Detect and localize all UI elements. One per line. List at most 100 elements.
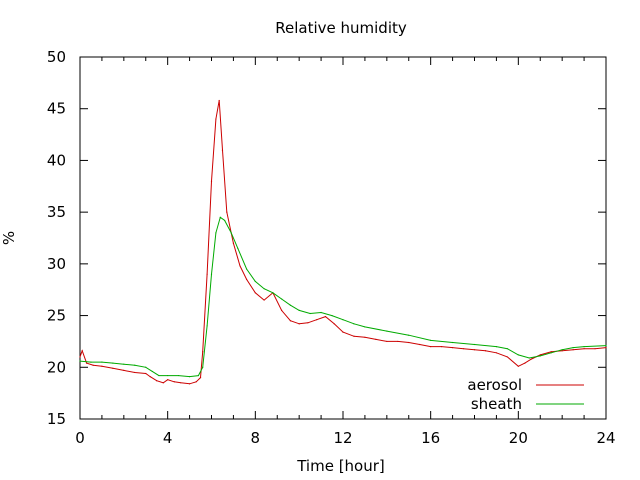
data-point-aerosol <box>605 347 607 349</box>
data-point-aerosol <box>245 278 248 280</box>
y-tick-label: 50 <box>47 48 66 66</box>
data-point-aerosol <box>221 149 224 151</box>
data-point-sheath <box>539 355 541 357</box>
series-line-sheath <box>79 216 607 378</box>
data-point-aerosol <box>473 349 476 351</box>
data-point-sheath <box>178 374 180 377</box>
data-point-aerosol <box>173 381 175 383</box>
data-point-aerosol <box>397 340 399 343</box>
data-point-sheath <box>210 273 213 275</box>
data-point-aerosol <box>79 356 81 358</box>
data-point-sheath <box>572 347 574 349</box>
data-point-sheath <box>224 219 226 222</box>
data-point-aerosol <box>145 372 147 375</box>
data-point-aerosol <box>594 348 596 350</box>
data-point-aerosol <box>199 377 202 379</box>
x-tick-label: 8 <box>251 429 261 447</box>
data-point-aerosol <box>530 358 533 360</box>
data-point-aerosol <box>92 364 94 366</box>
data-point-aerosol <box>550 351 552 353</box>
series-line-aerosol <box>79 100 607 385</box>
data-point-aerosol <box>441 346 443 348</box>
data-point-sheath <box>197 374 199 377</box>
data-point-sheath <box>158 374 160 377</box>
y-tick-label: 20 <box>47 358 66 376</box>
data-point-sheath <box>506 348 508 350</box>
data-point-sheath <box>134 364 136 366</box>
data-point-aerosol <box>123 369 125 371</box>
data-point-sheath <box>272 292 274 294</box>
data-point-sheath <box>331 314 333 317</box>
data-point-aerosol <box>101 365 103 367</box>
data-point-sheath <box>528 357 530 359</box>
y-tick-label: 40 <box>47 151 66 169</box>
data-point-aerosol <box>506 356 508 358</box>
x-tick-label: 16 <box>421 429 440 447</box>
data-point-sheath <box>167 374 169 377</box>
data-point-sheath <box>430 339 432 341</box>
axis-ticks: 0 4 8 12 16 20 24 15 20 25 30 35 40 45 50 <box>47 48 616 447</box>
data-point-sheath <box>123 363 125 365</box>
chart-title: Relative humidity <box>275 19 407 37</box>
data-point-aerosol <box>210 180 213 182</box>
data-point-aerosol <box>307 322 309 324</box>
data-point-aerosol <box>180 382 182 384</box>
data-point-sheath <box>289 304 291 306</box>
x-tick-label: 20 <box>509 429 528 447</box>
data-point-aerosol <box>298 323 300 325</box>
data-point-sheath <box>495 346 498 348</box>
data-point-sheath <box>320 311 322 314</box>
data-point-sheath <box>473 343 476 346</box>
data-point-sheath <box>561 349 563 351</box>
data-point-aerosol <box>561 350 563 352</box>
data-point-aerosol <box>149 375 151 378</box>
data-point-sheath <box>550 352 552 354</box>
data-point-aerosol <box>342 331 344 333</box>
data-point-aerosol <box>430 346 432 348</box>
y-tick-label: 35 <box>47 203 66 221</box>
data-point-sheath <box>583 346 585 348</box>
data-point-aerosol <box>324 316 327 318</box>
data-point-aerosol <box>162 382 164 384</box>
data-point-aerosol <box>226 211 228 213</box>
data-point-aerosol <box>85 362 88 364</box>
data-point-sheath <box>90 361 92 363</box>
x-tick-label: 12 <box>333 429 352 447</box>
data-point-aerosol <box>206 273 208 275</box>
data-point-aerosol <box>484 350 487 352</box>
data-point-sheath <box>79 360 81 362</box>
data-point-aerosol <box>524 362 526 364</box>
y-axis-label: % <box>0 231 18 245</box>
data-point-aerosol <box>364 336 366 338</box>
data-point-sheath <box>281 298 283 300</box>
data-point-sheath <box>364 326 366 328</box>
data-point-sheath <box>206 325 208 327</box>
data-point-sheath <box>230 232 232 234</box>
data-point-sheath <box>202 366 204 368</box>
data-point-aerosol <box>462 348 465 350</box>
data-point-sheath <box>451 341 454 344</box>
data-point-sheath <box>386 330 388 332</box>
data-point-aerosol <box>202 351 204 353</box>
data-point-sheath <box>112 362 114 364</box>
data-point-aerosol <box>408 341 410 344</box>
data-point-aerosol <box>81 350 83 352</box>
data-point-sheath <box>245 268 248 270</box>
data-point-aerosol <box>156 380 158 382</box>
data-point-sheath <box>605 344 607 347</box>
data-point-sheath <box>101 361 103 363</box>
data-point-aerosol <box>239 265 241 267</box>
data-point-aerosol <box>517 365 519 367</box>
data-point-sheath <box>298 309 300 311</box>
data-point-aerosol <box>375 338 377 340</box>
data-point-aerosol <box>451 347 454 349</box>
data-point-sheath <box>237 247 239 249</box>
data-point-sheath <box>342 319 344 321</box>
data-point-aerosol <box>218 99 220 102</box>
data-point-aerosol <box>495 352 498 354</box>
data-point-aerosol <box>316 319 318 321</box>
y-tick-label: 45 <box>47 100 66 118</box>
data-point-aerosol <box>254 292 256 294</box>
